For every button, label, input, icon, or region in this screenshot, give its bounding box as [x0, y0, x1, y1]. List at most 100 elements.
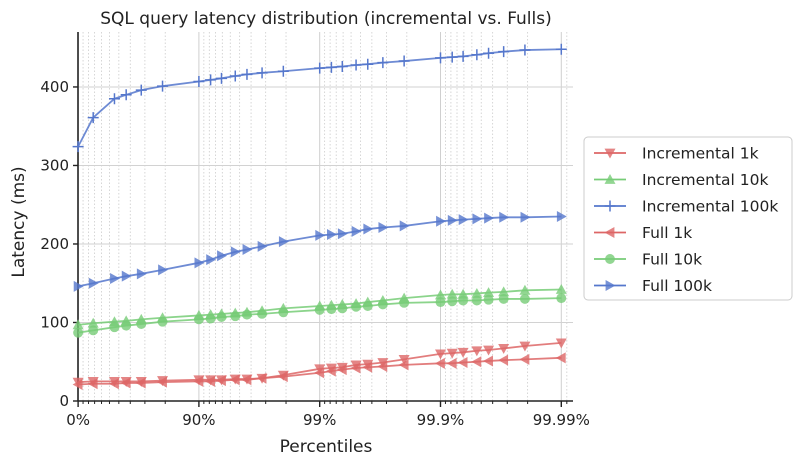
data-point	[520, 211, 531, 223]
data-point	[205, 74, 217, 86]
series-layer	[72, 43, 567, 391]
x-tick-label: 0%	[66, 411, 90, 429]
data-point	[136, 268, 147, 280]
data-point	[471, 356, 482, 368]
data-point	[230, 246, 241, 258]
data-point	[193, 375, 204, 387]
data-point	[519, 341, 531, 352]
data-point	[447, 214, 458, 226]
data-point	[314, 304, 325, 315]
data-point	[483, 287, 495, 298]
data-point	[314, 62, 326, 74]
data-point	[88, 277, 99, 289]
data-point	[498, 343, 510, 354]
data-point	[434, 349, 446, 360]
data-point	[325, 365, 336, 377]
legend-label: Incremental 10k	[642, 171, 768, 189]
data-point	[157, 376, 167, 388]
data-point	[398, 55, 410, 67]
data-point	[484, 212, 495, 224]
data-point	[471, 346, 483, 357]
x-axis-label: Percentiles	[280, 437, 373, 457]
data-point	[555, 284, 567, 294]
data-point	[350, 362, 361, 374]
series-line	[78, 288, 562, 326]
legend-marker	[604, 148, 616, 159]
data-point	[483, 294, 494, 305]
data-point	[446, 288, 458, 299]
data-point	[315, 229, 326, 241]
data-point	[314, 364, 326, 375]
y-axis-label: Latency (ms)	[9, 166, 29, 277]
data-point	[336, 61, 348, 73]
series-full-1k	[72, 352, 566, 391]
legend-marker	[604, 174, 616, 184]
data-point	[498, 293, 509, 304]
data-point	[121, 320, 132, 331]
data-point	[277, 371, 288, 383]
y-tick-label: 200	[40, 235, 69, 253]
data-point	[278, 236, 289, 248]
data-point	[362, 301, 373, 311]
legend-label: Full 1k	[642, 224, 692, 242]
data-point	[499, 211, 510, 223]
data-point	[436, 215, 446, 227]
data-point	[377, 299, 388, 310]
data-point	[206, 254, 217, 266]
legend-item: Incremental 1k	[594, 145, 759, 163]
data-point	[519, 353, 530, 365]
data-point	[457, 50, 469, 62]
data-point	[256, 67, 268, 79]
legend-label: Full 100k	[642, 277, 712, 295]
legend-item: Full 1k	[594, 224, 692, 242]
series-incremental-100k	[72, 43, 567, 153]
legend-label: Incremental 100k	[642, 198, 778, 216]
data-point	[278, 307, 289, 318]
x-tick-label: 99.99%	[533, 411, 590, 429]
data-point	[446, 348, 458, 359]
legend-marker	[605, 280, 616, 291]
data-point	[229, 70, 241, 82]
legend: Incremental 1k Incremental 10k Incremental…	[583, 136, 793, 301]
legend-marker	[604, 200, 616, 212]
data-point	[457, 357, 468, 369]
data-point	[556, 211, 567, 222]
data-point	[377, 358, 389, 369]
data-point	[556, 293, 567, 304]
series-line	[77, 215, 562, 288]
data-point	[120, 89, 132, 101]
data-point	[498, 286, 510, 297]
data-point	[398, 359, 409, 371]
data-point	[555, 43, 567, 55]
data-point	[555, 338, 567, 349]
data-point	[326, 304, 337, 315]
data-point	[351, 225, 362, 237]
data-point	[336, 364, 347, 376]
legend-label: Incremental 1k	[642, 145, 759, 163]
y-tick-label: 0	[59, 392, 69, 410]
data-point	[108, 93, 120, 105]
data-point	[434, 289, 446, 300]
data-point	[337, 303, 348, 314]
legend-item: Full 100k	[594, 277, 712, 295]
data-point	[88, 325, 99, 336]
data-point	[242, 243, 253, 255]
data-point	[72, 379, 83, 391]
data-point	[519, 284, 531, 295]
data-point	[73, 327, 84, 338]
data-point	[205, 313, 216, 324]
data-point	[87, 378, 98, 390]
data-point	[136, 319, 147, 330]
data-point	[483, 47, 495, 59]
data-point	[256, 372, 267, 384]
series-line	[78, 356, 562, 386]
y-tick-label: 400	[40, 78, 69, 96]
series-full-10k	[73, 293, 567, 338]
data-point	[87, 317, 99, 328]
data-point	[87, 112, 99, 124]
data-point	[109, 322, 120, 333]
series-line	[77, 48, 562, 148]
data-point	[121, 270, 132, 282]
